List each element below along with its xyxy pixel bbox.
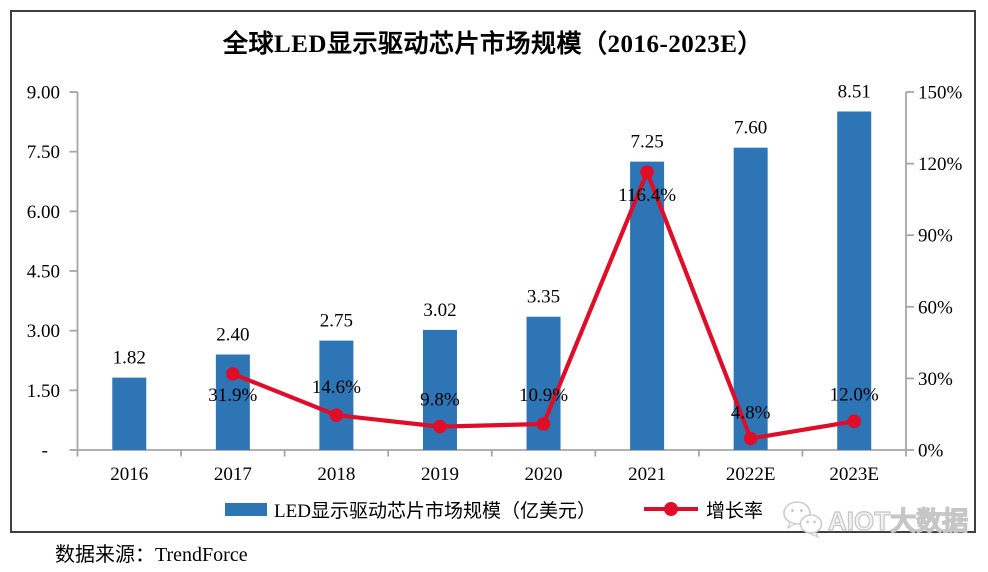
growth-rate-marker (536, 417, 551, 431)
legend-line-dot-icon (663, 502, 678, 516)
right-axis-tick-label: 120% (918, 154, 963, 175)
growth-rate-marker (433, 419, 447, 434)
watermark: AIOT大数据 (782, 499, 969, 539)
watermark-text: AIOT大数据 (827, 505, 969, 536)
bar-value-label: 2.40 (216, 325, 249, 346)
x-axis-category-label: 2017 (214, 464, 252, 485)
growth-rate-marker (640, 165, 654, 179)
bar-2018 (319, 340, 354, 450)
x-axis-category-label: 2019 (421, 464, 459, 485)
x-axis-category-label: 2016 (110, 464, 148, 485)
bar-2022E (733, 147, 768, 450)
wechat-icon (783, 501, 823, 539)
x-axis-category-label: 2018 (317, 464, 355, 485)
bar-2021 (630, 161, 665, 450)
x-axis-category-label: 2022E (726, 464, 776, 485)
right-axis-tick-label: 0% (918, 441, 944, 462)
left-axis-tick-label: - (42, 441, 48, 462)
growth-rate-label: 14.6% (312, 377, 361, 398)
growth-rate-label: 10.9% (519, 385, 568, 406)
left-axis-tick-label: 7.50 (27, 142, 60, 163)
right-axis-tick-label: 90% (918, 226, 953, 247)
left-axis-tick-label: 3.00 (27, 321, 60, 342)
legend-bar-swatch-icon (225, 502, 268, 516)
legend-line-marker-icon (643, 502, 698, 516)
growth-rate-label: 4.8% (731, 403, 771, 424)
bar-value-label: 1.82 (113, 348, 146, 369)
growth-rate-label: 12.0% (830, 384, 879, 405)
bar-value-label: 8.51 (838, 81, 871, 102)
bar-value-label: 3.35 (527, 287, 560, 308)
bar-value-label: 7.25 (630, 132, 663, 153)
growth-rate-marker (847, 414, 862, 429)
x-axis-category-label: 2020 (525, 464, 563, 485)
bar-value-label: 7.60 (734, 118, 767, 139)
growth-rate-label: 31.9% (208, 385, 257, 406)
left-axis-tick-label: 4.50 (27, 262, 60, 283)
bar-value-label: 2.75 (320, 311, 353, 332)
left-axis-tick-label: 9.00 (27, 83, 60, 104)
data-source: 数据来源：TrendForce (55, 544, 248, 566)
left-axis-tick-label: 6.00 (27, 202, 60, 223)
right-axis-tick-label: 150% (918, 83, 963, 104)
bar-value-label: 3.02 (423, 300, 456, 321)
growth-rate-marker (743, 431, 758, 446)
growth-rate-label: 116.4% (618, 185, 676, 206)
chart-title: 全球LED显示驱动芯片市场规模（2016-2023E） (223, 31, 763, 58)
growth-rate-marker (226, 367, 240, 381)
legend-line-label: 增长率 (705, 500, 763, 522)
growth-rate-marker (329, 408, 344, 422)
legend: LED显示驱动芯片市场规模（亿美元） 增长率 (0, 497, 988, 522)
x-axis-category-label: 2023E (829, 464, 879, 485)
legend-bar-label: LED显示驱动芯片市场规模（亿美元） (274, 500, 596, 522)
left-axis-tick-label: 1.50 (27, 381, 60, 402)
right-axis-tick-label: 60% (918, 297, 953, 318)
right-axis-tick-label: 30% (918, 369, 953, 390)
x-axis-category-label: 2021 (628, 464, 666, 485)
bar-2023E (837, 111, 872, 450)
growth-rate-label: 9.8% (420, 390, 460, 411)
chart-frame (10, 10, 976, 533)
bar-2016 (112, 377, 147, 450)
